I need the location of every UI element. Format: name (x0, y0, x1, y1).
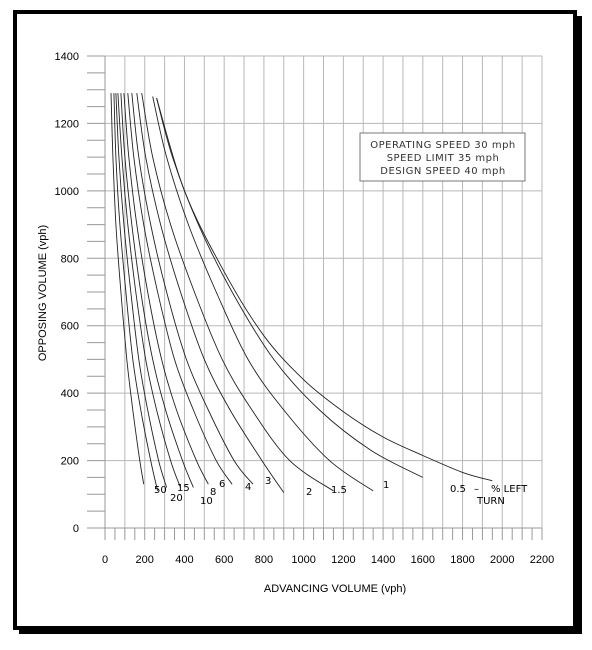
minor-ticks (87, 55, 543, 540)
curves (110, 93, 493, 493)
curve-label-3: 3 (265, 476, 271, 487)
curve-series-4 (127, 93, 233, 485)
frame-shadow-bottom (19, 630, 582, 634)
speed-annotation-box: OPERATING SPEED 30 mph SPEED LIMIT 35 mp… (359, 132, 526, 182)
x-tick-label: 2000 (490, 554, 514, 566)
x-tick-label: 800 (255, 554, 273, 566)
x-tick-label: 400 (175, 554, 193, 566)
curve-label-6: 6 (219, 479, 225, 490)
curve-series-6 (123, 93, 209, 485)
x-tick-labels: 0 200 400 600 800 1000 1200 1400 1600 1800 2000 220… (102, 554, 554, 566)
y-tick-label: 1400 (55, 51, 79, 63)
curve-label-50: 50 (154, 485, 167, 496)
curve-series-20 (113, 93, 159, 491)
curve-series-8 (120, 93, 194, 488)
left-turn-label-2: TURN (476, 496, 505, 507)
x-tick-label: 600 (215, 554, 233, 566)
x-tick-label: 1800 (450, 554, 474, 566)
x-tick-label: 1000 (291, 554, 315, 566)
y-tick-labels: 0 200 400 600 800 1000 1200 1400 (55, 51, 79, 535)
annotation-line-1: OPERATING SPEED 30 mph (370, 140, 516, 151)
curve-label-0-5: 0.5 (450, 484, 466, 495)
y-tick-label: 200 (61, 456, 79, 468)
curve-label-2: 2 (306, 487, 312, 498)
x-tick-label: 1200 (331, 554, 355, 566)
curve-label-15: 15 (177, 483, 190, 494)
curve-series-3 (131, 93, 254, 485)
curve-labels: 50 20 15 10 8 6 4 3 2 1.5 1 0.5 – % LEFT… (154, 476, 528, 507)
y-tick-label: 1200 (55, 118, 79, 130)
curve-label-1-5: 1.5 (331, 485, 347, 496)
frame-shadow-right (577, 16, 582, 634)
y-tick-label: 400 (61, 388, 79, 400)
x-tick-label: 2200 (530, 554, 554, 566)
x-tick-label: 0 (102, 554, 108, 566)
x-tick-label: 1600 (411, 554, 435, 566)
curve-label-8: 8 (210, 487, 216, 498)
annotation-line-3: DESIGN SPEED 40 mph (380, 166, 505, 177)
curve-series-15 (115, 93, 168, 488)
curve-series-1 (152, 96, 374, 492)
y-tick-label: 600 (61, 321, 79, 333)
curve-label-10: 10 (200, 496, 213, 507)
x-tick-label: 1400 (371, 554, 395, 566)
curve-series-10 (117, 93, 181, 488)
y-tick-label: 0 (73, 523, 79, 535)
curve-label-dash: – (474, 484, 479, 495)
x-axis-title: ADVANCING VOLUME (vph) (264, 583, 406, 595)
y-tick-label: 1000 (55, 186, 79, 198)
curve-series-50 (110, 93, 145, 485)
chart-frame (13, 10, 577, 630)
curve-series-outer (156, 97, 493, 482)
x-tick-label: 200 (136, 554, 154, 566)
curve-series-1-5 (141, 93, 334, 492)
left-turn-label: % LEFT (491, 484, 528, 495)
curve-label-1: 1 (383, 480, 389, 491)
y-tick-label: 800 (61, 253, 79, 265)
annotation-line-2: SPEED LIMIT 35 mph (387, 153, 500, 164)
grid (104, 55, 543, 529)
curve-series-2 (136, 93, 285, 493)
curve-label-20: 20 (170, 493, 183, 504)
curve-label-4: 4 (245, 482, 251, 493)
y-axis-title: OPPOSING VOLUME (vph) (37, 225, 49, 361)
